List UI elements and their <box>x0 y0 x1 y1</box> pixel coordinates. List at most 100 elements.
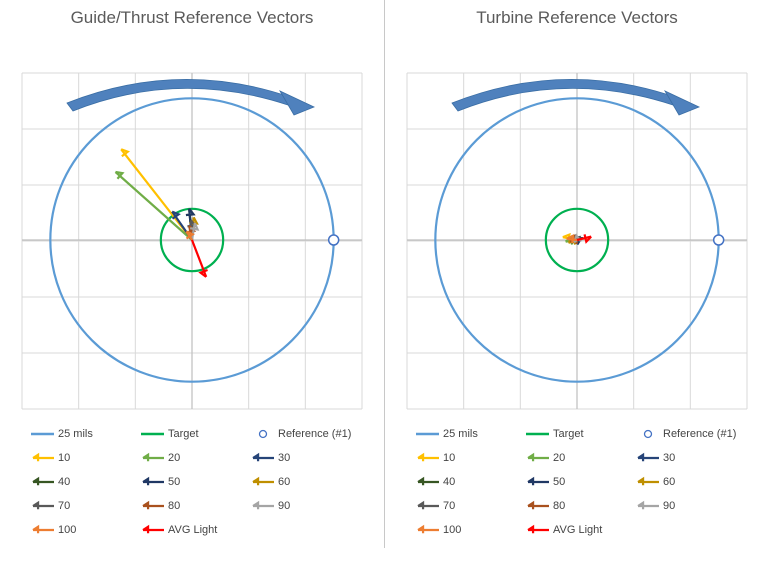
legend-swatch <box>417 476 439 486</box>
target-circle <box>159 207 225 273</box>
vector-shaft <box>576 235 592 242</box>
legend-label: 80 <box>553 500 566 512</box>
legend-arrow-head <box>142 452 150 462</box>
legend-item: 20 <box>525 450 565 466</box>
legend-swatch <box>32 524 54 534</box>
legend-arrow-head <box>637 500 645 510</box>
legend-item: Target <box>140 426 199 442</box>
legend-label: Target <box>553 428 584 440</box>
legend-swatch <box>258 429 268 439</box>
legend-arrow-head <box>637 476 645 486</box>
legend-swatch <box>252 452 274 462</box>
legend-label: 60 <box>278 476 291 488</box>
turbine-legend: 25 mils Target Reference (#1) 10 20 30 40 50 60 7… <box>385 426 768 546</box>
legend-item: AVG Light <box>525 522 602 538</box>
legend-swatch <box>416 432 439 436</box>
vector-series <box>114 148 208 278</box>
vector-head <box>189 222 200 231</box>
vector-head <box>583 234 592 244</box>
vector-series <box>562 232 592 246</box>
legend-swatch <box>417 500 439 510</box>
target-circle <box>544 207 610 273</box>
legend-arrow-head <box>417 452 425 462</box>
legend-label: 30 <box>278 452 291 464</box>
vector-shaft <box>114 171 193 241</box>
legend-swatch <box>526 432 549 436</box>
legend-label: 70 <box>443 500 456 512</box>
legend-label: 20 <box>168 452 181 464</box>
legend-item: 60 <box>635 474 675 490</box>
legend-label: AVG Light <box>168 524 218 536</box>
legend-swatch <box>417 524 439 534</box>
legend-item: 10 <box>415 450 455 466</box>
legend-swatch <box>527 524 549 534</box>
legend-swatch <box>637 500 659 510</box>
legend-swatch <box>527 500 549 510</box>
chart-title: Guide/Thrust Reference Vectors <box>70 8 314 27</box>
vector-head <box>185 208 196 217</box>
legend-item: 70 <box>30 498 70 514</box>
rotation-arrow-head <box>664 90 701 116</box>
legend-arrow-head <box>252 500 260 510</box>
panel-divider <box>384 0 385 548</box>
legend-arrow-head <box>32 500 40 510</box>
rotation-arrow-body <box>66 79 291 112</box>
legend-label: 100 <box>58 524 77 536</box>
legend-label: 25 mils <box>58 428 93 440</box>
legend-label: 50 <box>553 476 566 488</box>
legend-item: 20 <box>140 450 180 466</box>
legend-arrow-head <box>417 524 425 534</box>
vector-avg-light <box>576 234 592 244</box>
legend-arrow-head <box>527 452 535 462</box>
turbine-chart-panel: Turbine Reference Vectors 25 mils Target R… <box>385 0 768 561</box>
legend-label: 70 <box>58 500 71 512</box>
legend-swatch <box>643 429 653 439</box>
legend-label: 100 <box>443 524 462 536</box>
legend-swatch <box>252 500 274 510</box>
legend-label: 50 <box>168 476 181 488</box>
legend-arrow-head <box>417 500 425 510</box>
legend-swatch <box>252 476 274 486</box>
legend-item: Target <box>525 426 584 442</box>
legend-arrow-head <box>32 476 40 486</box>
legend-item: 100 <box>30 522 76 538</box>
reference-marker <box>712 234 725 246</box>
legend-label: 40 <box>443 476 456 488</box>
legend-arrow-head <box>252 452 260 462</box>
legend-label: 30 <box>663 452 676 464</box>
vector-head <box>115 170 125 180</box>
legend-label: 90 <box>663 500 676 512</box>
rotation-direction-arrow <box>66 79 316 116</box>
vector-avg-light <box>190 239 208 278</box>
legend-item: 50 <box>525 474 565 490</box>
legend-item: 100 <box>415 522 461 538</box>
legend-arrow-head <box>32 524 40 534</box>
rotation-direction-arrow <box>451 79 701 116</box>
turbine-plot <box>406 72 748 410</box>
vector-100 <box>185 230 196 241</box>
legend-item: 60 <box>250 474 290 490</box>
legend-marker <box>643 429 653 439</box>
legend-item: 50 <box>140 474 180 490</box>
legend-swatch <box>527 452 549 462</box>
legend-item: 30 <box>250 450 290 466</box>
rotation-arrow-head <box>279 90 316 116</box>
legend-item: 40 <box>415 474 455 490</box>
legend-label: 60 <box>663 476 676 488</box>
legend-label: Reference (#1) <box>278 428 352 440</box>
legend-label: 10 <box>443 452 456 464</box>
legend-item: AVG Light <box>140 522 217 538</box>
legend-arrow-head <box>142 476 150 486</box>
legend-label: Target <box>168 428 199 440</box>
legend-item: Reference (#1) <box>250 426 351 442</box>
legend-label: 80 <box>168 500 181 512</box>
legend-item: 80 <box>525 498 565 514</box>
legend-swatch <box>417 452 439 462</box>
legend-arrow-head <box>252 476 260 486</box>
legend-item: 25 mils <box>415 426 478 442</box>
guide-thrust-chart-panel: Guide/Thrust Reference Vectors 25 mils Ta… <box>21 8 363 538</box>
legend-label: AVG Light <box>553 524 603 536</box>
legend-arrow-head <box>142 500 150 510</box>
legend-item: 25 mils <box>30 426 93 442</box>
legend-swatch <box>142 500 164 510</box>
